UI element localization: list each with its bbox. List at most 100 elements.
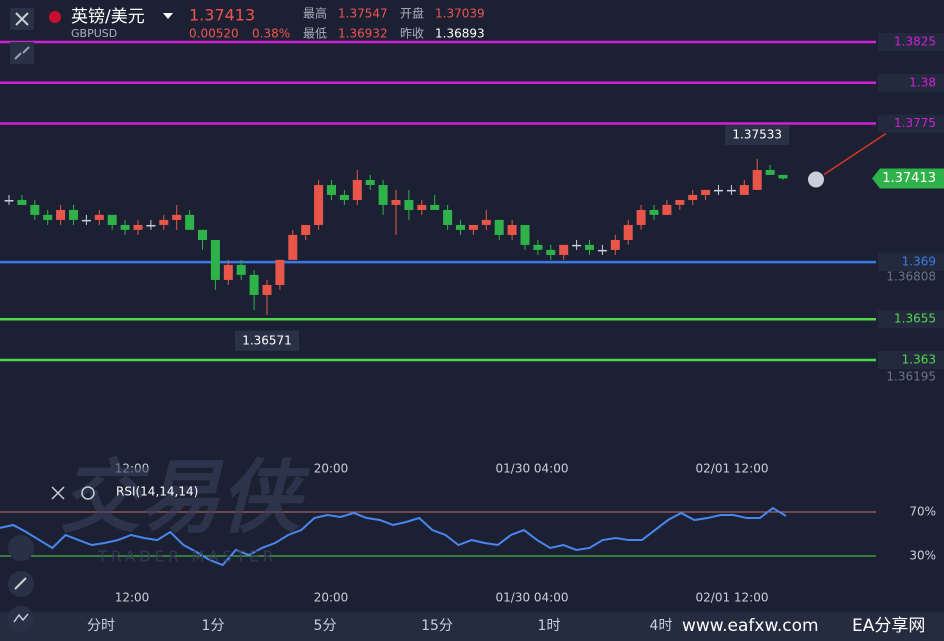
stat-label: 开盘 bbox=[400, 6, 424, 21]
candle-body bbox=[443, 209, 453, 225]
flag bbox=[49, 11, 61, 23]
candle-body bbox=[133, 224, 143, 230]
candle-body bbox=[494, 219, 504, 235]
candle-body bbox=[30, 204, 40, 215]
stat-label: 最高 bbox=[303, 6, 327, 21]
time-label: 01/30 04:00 bbox=[496, 462, 569, 476]
period-tab[interactable]: 5分 bbox=[314, 618, 337, 634]
candle-body bbox=[146, 224, 156, 227]
level-tag bbox=[878, 253, 944, 272]
candle-body bbox=[559, 244, 569, 255]
candle-body bbox=[701, 189, 711, 195]
candle-body bbox=[236, 264, 246, 275]
candle-body bbox=[417, 204, 427, 210]
candle-body bbox=[249, 274, 259, 295]
candle-body bbox=[378, 185, 388, 205]
price-tick-label: 1.36808 bbox=[886, 270, 936, 284]
watermark-sub: TRADER MASTER bbox=[97, 548, 277, 566]
period-tab[interactable]: 1时 bbox=[538, 618, 561, 634]
symbol-dropdown[interactable] bbox=[163, 13, 173, 19]
candle-body bbox=[507, 224, 517, 235]
candle-body bbox=[339, 194, 349, 201]
stat-label: 最低 bbox=[303, 27, 327, 41]
footer-site: www.eafxw.com bbox=[682, 616, 819, 636]
time-label: 20:00 bbox=[314, 591, 349, 605]
candle-body bbox=[404, 200, 414, 210]
candle-body bbox=[223, 264, 233, 280]
rsi-label: RSI(14,14,14) bbox=[116, 485, 198, 499]
candle-body bbox=[546, 249, 556, 255]
time-label: 12:00 bbox=[115, 462, 150, 476]
period-bar bbox=[0, 612, 944, 641]
candle-body bbox=[430, 204, 440, 210]
candle-body bbox=[314, 185, 324, 225]
candle-body bbox=[572, 244, 582, 247]
period-tab[interactable]: 15分 bbox=[421, 618, 453, 634]
price-tick-label: 1.36195 bbox=[886, 370, 936, 384]
candle-body bbox=[17, 200, 27, 205]
level-label: 1.363 bbox=[902, 353, 936, 367]
candle-body bbox=[198, 229, 207, 240]
stat-value: 1.37547 bbox=[338, 7, 388, 21]
candle-body bbox=[533, 244, 543, 250]
candle-body bbox=[662, 204, 672, 215]
level-label: 1.3775 bbox=[894, 116, 936, 130]
close-button[interactable] bbox=[10, 8, 34, 30]
candle-body bbox=[327, 185, 336, 195]
candle-body bbox=[262, 284, 272, 295]
candle-body bbox=[4, 200, 14, 202]
stat-value: 1.36893 bbox=[435, 27, 485, 41]
rsi-level-label: 30% bbox=[909, 549, 936, 563]
candle-body bbox=[520, 224, 530, 245]
rsi-line bbox=[0, 506, 787, 567]
level-label: 1.3655 bbox=[894, 312, 936, 326]
level-tag bbox=[878, 351, 944, 369]
watermark: 交易侠 bbox=[60, 451, 311, 544]
time-label: 02/01 12:00 bbox=[696, 591, 769, 605]
side-toolbar[interactable] bbox=[8, 535, 34, 632]
time-label: 20:00 bbox=[314, 462, 349, 476]
candle-body bbox=[726, 189, 736, 192]
time-label: 01/30 04:00 bbox=[496, 591, 569, 605]
candle-body bbox=[752, 170, 762, 190]
period-tab[interactable]: 分时 bbox=[87, 618, 115, 634]
high-label: 1.37533 bbox=[732, 127, 782, 141]
rsi-tools[interactable] bbox=[51, 486, 95, 500]
candle-body bbox=[43, 214, 53, 220]
symbol[interactable]: 英镑/美元 bbox=[71, 7, 145, 27]
level-tag bbox=[878, 73, 944, 92]
candle-body bbox=[675, 200, 685, 205]
period-tab[interactable]: 4时 bbox=[650, 618, 673, 634]
period-tab[interactable]: 1分 bbox=[202, 618, 225, 634]
candle-body bbox=[610, 239, 620, 250]
candle-body bbox=[185, 214, 195, 230]
candle-body bbox=[778, 174, 788, 179]
candle-body bbox=[301, 224, 311, 235]
candle-body bbox=[739, 185, 749, 195]
candle-body bbox=[391, 200, 401, 205]
candle-body bbox=[765, 170, 775, 175]
time-label: 02/01 12:00 bbox=[696, 462, 769, 476]
candle-body bbox=[636, 209, 646, 225]
candle-body bbox=[172, 214, 182, 220]
candle-body bbox=[688, 194, 698, 201]
stat-value: 1.36932 bbox=[338, 27, 388, 41]
candle-body bbox=[481, 219, 491, 225]
collapse-button[interactable] bbox=[10, 42, 34, 64]
low-tag bbox=[235, 330, 299, 351]
candle-body bbox=[597, 249, 607, 252]
candle-body bbox=[120, 224, 130, 230]
current-price: 1.37413 bbox=[882, 171, 936, 186]
candle-body bbox=[56, 209, 66, 220]
low-label: 1.36571 bbox=[242, 333, 292, 347]
candle-body bbox=[81, 219, 91, 222]
level-tag bbox=[878, 310, 944, 329]
info-icon bbox=[808, 171, 824, 188]
high-tag bbox=[725, 124, 790, 145]
symbol-code: GBPUSD bbox=[71, 27, 117, 40]
footer-name: EA分享网 bbox=[852, 616, 925, 636]
candle-body bbox=[94, 214, 104, 220]
candle-body bbox=[69, 209, 78, 220]
